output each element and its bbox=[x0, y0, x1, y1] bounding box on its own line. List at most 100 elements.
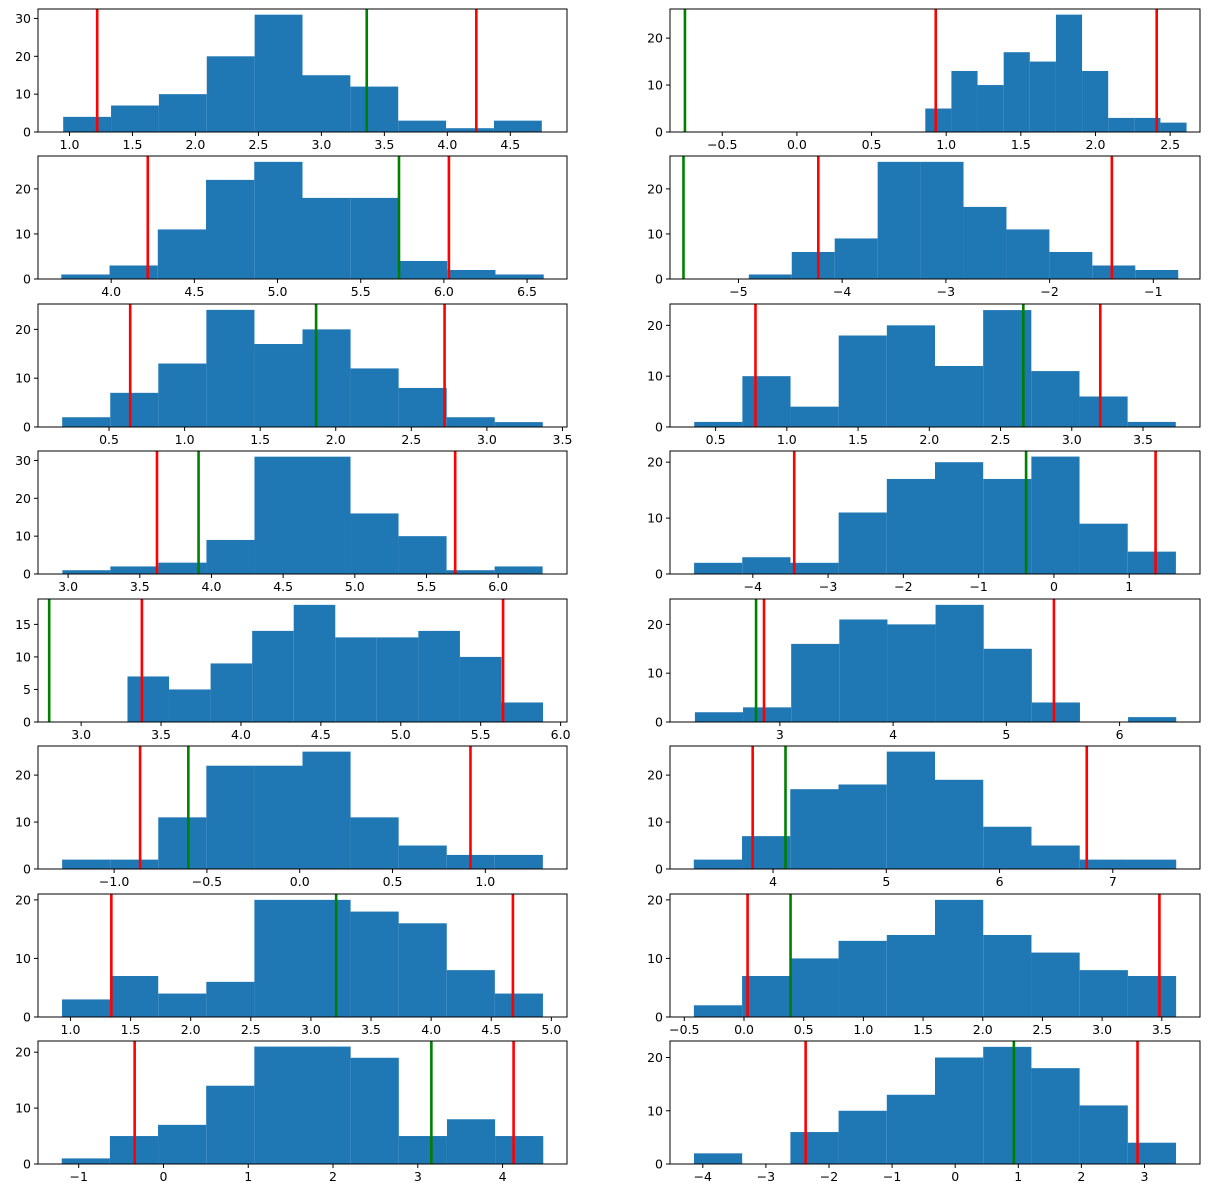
histogram-bar bbox=[920, 161, 964, 279]
plot-area bbox=[63, 9, 542, 132]
histogram-bar bbox=[254, 1046, 303, 1164]
histogram-bar bbox=[398, 923, 447, 1017]
x-tick-label: 0.5 bbox=[383, 874, 403, 889]
histogram-bar bbox=[61, 1158, 110, 1164]
histogram-bar bbox=[935, 899, 984, 1017]
y-tick-label: 20 bbox=[15, 49, 31, 64]
histogram-bar bbox=[210, 663, 253, 722]
y-tick-label: 10 bbox=[15, 371, 31, 386]
histogram-bar bbox=[791, 643, 840, 722]
histogram-bar bbox=[495, 1136, 544, 1164]
histogram-bar bbox=[886, 935, 935, 1017]
axes-frame bbox=[37, 303, 568, 428]
x-tick-label: 2.5 bbox=[1032, 1022, 1052, 1037]
histogram-bar bbox=[694, 562, 743, 574]
x-tick-label: 3.5 bbox=[361, 1022, 381, 1037]
x-tick-label: 1 bbox=[244, 1169, 252, 1184]
histogram-bar bbox=[158, 363, 207, 427]
histogram-bar bbox=[1128, 717, 1177, 722]
histogram-bar bbox=[350, 197, 399, 279]
histogram-bar bbox=[62, 417, 111, 427]
x-tick-label: 0 bbox=[1050, 579, 1058, 594]
y-tick-label: 20 bbox=[15, 1045, 31, 1060]
histogram-bar bbox=[790, 789, 839, 869]
histogram-bar bbox=[694, 712, 744, 722]
x-tick-label: −3 bbox=[937, 284, 955, 299]
x-tick-label: 3.0 bbox=[1092, 1022, 1112, 1037]
histogram-bar bbox=[302, 899, 351, 1017]
histogram-bar bbox=[748, 274, 792, 279]
histogram-bar bbox=[886, 1094, 935, 1164]
y-tick-label: 10 bbox=[647, 815, 663, 830]
histogram-bar bbox=[693, 859, 743, 869]
histogram-bar bbox=[1135, 269, 1179, 279]
histogram-bar bbox=[1079, 523, 1128, 574]
y-tick-label: 10 bbox=[647, 951, 663, 966]
histogram-bar bbox=[157, 229, 207, 279]
x-tick-label: −2 bbox=[894, 579, 912, 594]
y-tick-label: 0 bbox=[23, 567, 31, 582]
y-tick-label: 0 bbox=[655, 1157, 663, 1172]
histogram-bar bbox=[1049, 251, 1093, 279]
histogram-bar bbox=[495, 274, 544, 279]
histogram-bar bbox=[494, 854, 543, 869]
histogram-bar bbox=[302, 75, 351, 132]
histogram-bar bbox=[887, 624, 936, 722]
y-tick-label: 10 bbox=[15, 649, 31, 664]
x-tick-label: 6 bbox=[1116, 727, 1124, 742]
histogram-bar bbox=[398, 536, 447, 574]
histogram-bar bbox=[742, 836, 791, 869]
histogram-bar bbox=[254, 14, 303, 132]
histogram-bar bbox=[838, 1110, 887, 1164]
histogram-bar bbox=[493, 120, 542, 132]
x-tick-label: −4 bbox=[833, 284, 851, 299]
subplot: −0.5 0.0 0.5 1.0 1.5 2.0 2.5 3.0 3.5 0 10 20 bbox=[647, 892, 1201, 1037]
histogram-bar bbox=[983, 648, 1032, 722]
x-tick-label: 2.0 bbox=[1086, 137, 1106, 152]
y-tick-label: 20 bbox=[647, 1050, 663, 1065]
y-tick-label: 10 bbox=[15, 226, 31, 241]
histogram-bar bbox=[111, 105, 159, 132]
axes-frame bbox=[37, 450, 568, 575]
x-tick-label: 2.5 bbox=[401, 432, 421, 447]
y-tick-label: 15 bbox=[15, 617, 31, 632]
x-tick-label: −3 bbox=[757, 1169, 775, 1184]
x-tick-label: 3.5 bbox=[553, 432, 573, 447]
histogram-bar bbox=[1003, 52, 1030, 132]
axes-frame bbox=[669, 745, 1201, 870]
subplot: 3 4 5 6 0 10 20 bbox=[647, 598, 1201, 742]
plot-area bbox=[694, 599, 1177, 722]
y-tick-label: 0 bbox=[23, 272, 31, 287]
histogram-bar bbox=[254, 899, 303, 1017]
x-tick-label: 5.5 bbox=[417, 579, 437, 594]
x-tick-label: 0.5 bbox=[99, 432, 119, 447]
x-tick-label: −1 bbox=[1144, 284, 1162, 299]
x-tick-label: 4.5 bbox=[184, 284, 204, 299]
histogram-bar bbox=[935, 779, 984, 869]
histogram-bar bbox=[350, 1057, 399, 1164]
histogram-bar bbox=[1079, 859, 1128, 869]
x-tick-label: 1 bbox=[1125, 579, 1133, 594]
histogram-bar bbox=[1127, 421, 1176, 427]
x-tick-label: −1 bbox=[883, 1169, 901, 1184]
subplot: 3.0 3.5 4.0 4.5 5.0 5.5 6.0 0 10 20 30 bbox=[15, 450, 568, 594]
histogram-bar bbox=[61, 274, 110, 279]
x-tick-label: 6.0 bbox=[434, 284, 454, 299]
histogram-bar bbox=[110, 392, 159, 427]
histogram-bar bbox=[494, 993, 543, 1017]
histogram-bar bbox=[446, 417, 495, 427]
x-tick-label: 3.5 bbox=[130, 579, 150, 594]
x-tick-label: 4.5 bbox=[481, 1022, 501, 1037]
axes-frame bbox=[37, 8, 568, 133]
y-tick-label: 20 bbox=[15, 181, 31, 196]
histogram-bar bbox=[206, 56, 255, 132]
y-tick-label: 20 bbox=[15, 322, 31, 337]
x-tick-label: 7 bbox=[1109, 874, 1117, 889]
y-tick-label: 0 bbox=[23, 1157, 31, 1172]
x-tick-label: −0.5 bbox=[707, 137, 737, 152]
x-tick-label: 3.0 bbox=[1062, 432, 1082, 447]
y-tick-label: 5 bbox=[23, 682, 31, 697]
x-tick-label: 5 bbox=[1002, 727, 1010, 742]
y-tick-label: 0 bbox=[655, 1010, 663, 1025]
